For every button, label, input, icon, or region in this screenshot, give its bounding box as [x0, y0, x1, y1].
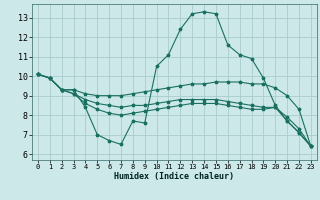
X-axis label: Humidex (Indice chaleur): Humidex (Indice chaleur) [115, 172, 234, 181]
